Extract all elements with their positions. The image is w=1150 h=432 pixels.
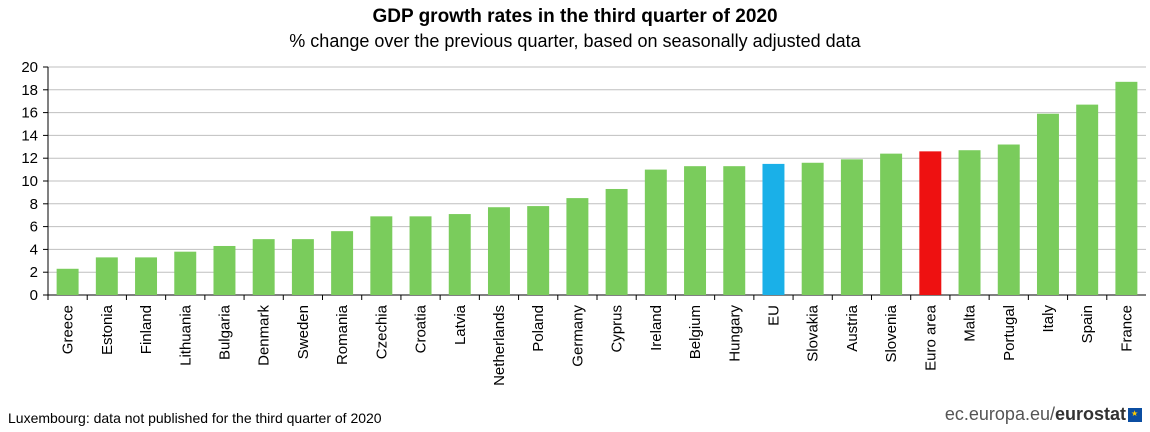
source-credit: ec.europa.eu/eurostat: [945, 404, 1142, 425]
x-tick-label: Austria: [844, 304, 861, 351]
x-tick-label: Hungary: [726, 305, 743, 362]
x-tick-label: Greece: [60, 305, 77, 354]
bar-latvia: [448, 214, 471, 295]
y-tick-label: 2: [30, 264, 38, 281]
x-tick-label: Slovakia: [805, 304, 822, 361]
x-tick-label: EU: [765, 305, 782, 326]
bar-greece: [56, 268, 79, 295]
bar-italy: [1036, 113, 1059, 296]
bar-poland: [527, 206, 550, 295]
bar-slovenia: [880, 153, 903, 295]
bar-denmark: [252, 239, 275, 295]
x-tick-label: Netherlands: [491, 305, 508, 386]
y-tick-label: 12: [21, 150, 38, 167]
bar-finland: [135, 257, 158, 295]
x-tick-label: Czechia: [373, 304, 390, 359]
x-tick-label: Euro area: [922, 304, 939, 371]
bar-estonia: [95, 257, 118, 295]
bar-malta: [958, 150, 981, 295]
bar-hungary: [723, 166, 746, 295]
x-tick-label: Estonia: [99, 304, 116, 355]
bar-romania: [331, 231, 354, 295]
x-tick-label: Belgium: [687, 305, 704, 359]
y-tick-label: 18: [21, 82, 38, 99]
x-tick-label: Poland: [530, 305, 547, 352]
bars: [56, 81, 1138, 296]
y-tick-label: 16: [21, 105, 38, 122]
x-tick-label: Ireland: [648, 305, 665, 351]
bar-ireland: [644, 169, 667, 295]
x-tick-label: Spain: [1079, 305, 1096, 343]
eu-flag-icon: [1128, 407, 1142, 422]
y-tick-label: 8: [30, 196, 38, 213]
bar-slovakia: [801, 162, 824, 295]
y-tick-label: 0: [30, 287, 38, 304]
x-tick-label: Sweden: [295, 305, 312, 359]
bar-czechia: [370, 216, 393, 295]
bar-bulgaria: [213, 245, 236, 295]
gridlines: [48, 66, 1146, 273]
x-tick-label: Lithuania: [177, 304, 194, 366]
x-tick-label: Malta: [962, 304, 979, 341]
bar-france: [1115, 81, 1138, 295]
x-tick-label: Cyprus: [609, 305, 626, 353]
bar-sweden: [291, 239, 314, 295]
x-tick-label: Slovenia: [883, 304, 900, 362]
bar-netherlands: [487, 207, 510, 295]
bar-chart: 0 2 4 6 8 10 12 14 16 18 20 Greece Estonia Finland Li…: [21, 59, 1146, 386]
y-tick-label: 6: [30, 219, 38, 236]
x-tick-label: Romania: [334, 304, 351, 365]
x-tick-label: Bulgaria: [216, 304, 233, 360]
x-tick-label: Italy: [1040, 305, 1057, 333]
x-tick-label: France: [1118, 305, 1135, 352]
source-prefix: ec.europa.eu/: [944, 404, 1055, 424]
bar-euro-area: [919, 151, 942, 295]
x-tick-label: Croatia: [413, 304, 430, 353]
x-tick-label: Portugal: [1001, 305, 1018, 361]
bar-cyprus: [605, 188, 628, 295]
bar-lithuania: [174, 251, 197, 295]
y-tick-label: 20: [21, 59, 38, 76]
x-tick-label: Germany: [569, 305, 586, 367]
source-brand: eurostat: [1054, 404, 1126, 424]
bar-croatia: [409, 216, 432, 295]
y-tick-label: 14: [21, 127, 38, 144]
x-axis-labels: Greece Estonia Finland Lithuania Bulgaria Den…: [60, 304, 1136, 386]
y-tick-label: 10: [21, 173, 38, 190]
x-tick-label: Finland: [138, 305, 155, 354]
bar-portugal: [997, 144, 1020, 295]
bar-spain: [1076, 104, 1099, 296]
bar-belgium: [684, 166, 707, 295]
bar-germany: [566, 198, 589, 295]
bar-eu: [762, 163, 785, 295]
y-tick-label: 4: [30, 241, 38, 258]
chart-subtitle: % change over the previous quarter, base…: [289, 31, 861, 51]
chart-title: GDP growth rates in the third quarter of…: [372, 6, 778, 27]
bar-austria: [840, 159, 863, 295]
footnote: Luxembourg: data not published for the t…: [8, 410, 382, 426]
x-tick-label: Denmark: [256, 305, 273, 366]
x-tick-label: Latvia: [452, 304, 469, 345]
